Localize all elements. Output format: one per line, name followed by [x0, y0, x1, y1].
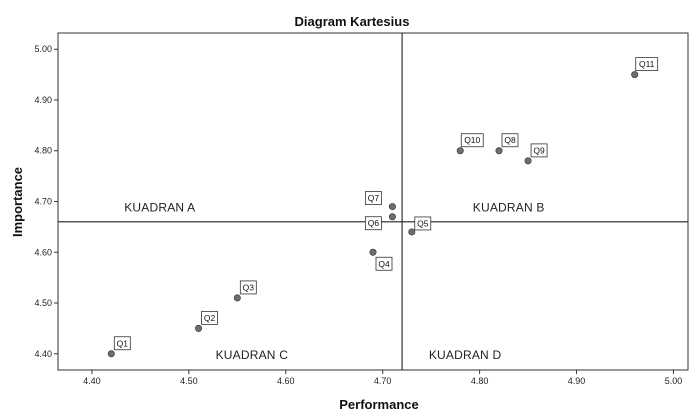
point-label-box [364, 216, 382, 231]
point-label: Q7 [368, 193, 380, 203]
point-label: Q1 [117, 338, 129, 348]
x-tick-label-5: 4.90 [568, 376, 586, 386]
quadrant-label-2: KUADRAN C [216, 348, 289, 362]
point-Q5: Q5 [408, 216, 432, 236]
point-Q10: Q10 [456, 133, 484, 155]
x-tick-label-3: 4.70 [374, 376, 392, 386]
point-marker [631, 71, 639, 79]
point-label-box [414, 216, 432, 231]
point-label: Q3 [243, 282, 255, 292]
y-tick-label-3: 4.70 [34, 197, 52, 207]
point-Q2: Q2 [195, 310, 218, 332]
point-marker [495, 147, 503, 155]
point-marker [388, 213, 396, 221]
point-Q4: Q4 [369, 248, 393, 271]
point-Q8: Q8 [495, 133, 519, 155]
y-tick-label-5: 4.90 [34, 95, 52, 105]
quadrant-labels: KUADRAN A KUADRAN B KUADRAN C KUADRAN D [124, 201, 544, 362]
x-tick-label-2: 4.60 [277, 376, 295, 386]
y-axis-label: Importance [10, 167, 25, 237]
point-Q6: Q6 [364, 213, 396, 231]
point-marker [408, 228, 416, 236]
point-label: Q6 [368, 218, 380, 228]
x-axis-label: Performance [339, 397, 418, 410]
point-marker [524, 157, 532, 165]
point-label-box [501, 133, 519, 148]
tick-group: 4.40 4.50 4.60 4.70 4.80 4.90 5.00 4.40 4.50 4.60… [34, 44, 682, 386]
y-tick-label-1: 4.50 [34, 298, 52, 308]
point-marker [107, 350, 115, 358]
y-tick-label-4: 4.80 [34, 146, 52, 156]
point-label: Q4 [378, 259, 390, 269]
point-label: Q9 [533, 145, 545, 155]
point-label: Q5 [417, 218, 429, 228]
point-marker [456, 147, 464, 155]
point-label: Q11 [639, 59, 655, 69]
quadrant-label-1: KUADRAN B [473, 201, 545, 215]
x-tick-label-6: 5.00 [665, 376, 683, 386]
point-marker [233, 294, 241, 302]
x-tick-label-0: 4.40 [83, 376, 101, 386]
point-Q9: Q9 [524, 143, 548, 165]
point-label-box [635, 57, 659, 72]
point-label: Q2 [204, 313, 216, 323]
point-Q7: Q7 [364, 191, 396, 211]
chart-title: Diagram Kartesius [295, 14, 410, 29]
y-tick-label-6: 5.00 [34, 44, 52, 54]
point-label-box [239, 280, 257, 295]
point-label-box [113, 336, 131, 351]
x-tick-label-1: 4.50 [180, 376, 198, 386]
point-marker [388, 203, 396, 211]
y-tick-label-0: 4.40 [34, 349, 52, 359]
point-label: Q8 [504, 135, 516, 145]
point-Q3: Q3 [233, 280, 257, 302]
point-marker [195, 324, 203, 332]
point-label-box [530, 143, 548, 158]
point-label-box [364, 191, 382, 205]
y-tick-label-2: 4.60 [34, 247, 52, 257]
point-label-box [375, 256, 393, 271]
point-marker [369, 248, 377, 256]
quadrant-label-3: KUADRAN D [429, 348, 502, 362]
quadrant-label-0: KUADRAN A [124, 201, 195, 215]
point-Q1: Q1 [107, 336, 131, 358]
point-label-box [201, 310, 218, 325]
data-points: Q1 Q2 Q3 Q4 Q5 Q6 Q7 Q8 Q9 Q10 Q11 [107, 57, 659, 358]
x-tick-label-4: 4.80 [471, 376, 489, 386]
point-label: Q10 [464, 135, 480, 145]
point-label-box [460, 133, 484, 148]
point-Q11: Q11 [631, 57, 659, 79]
